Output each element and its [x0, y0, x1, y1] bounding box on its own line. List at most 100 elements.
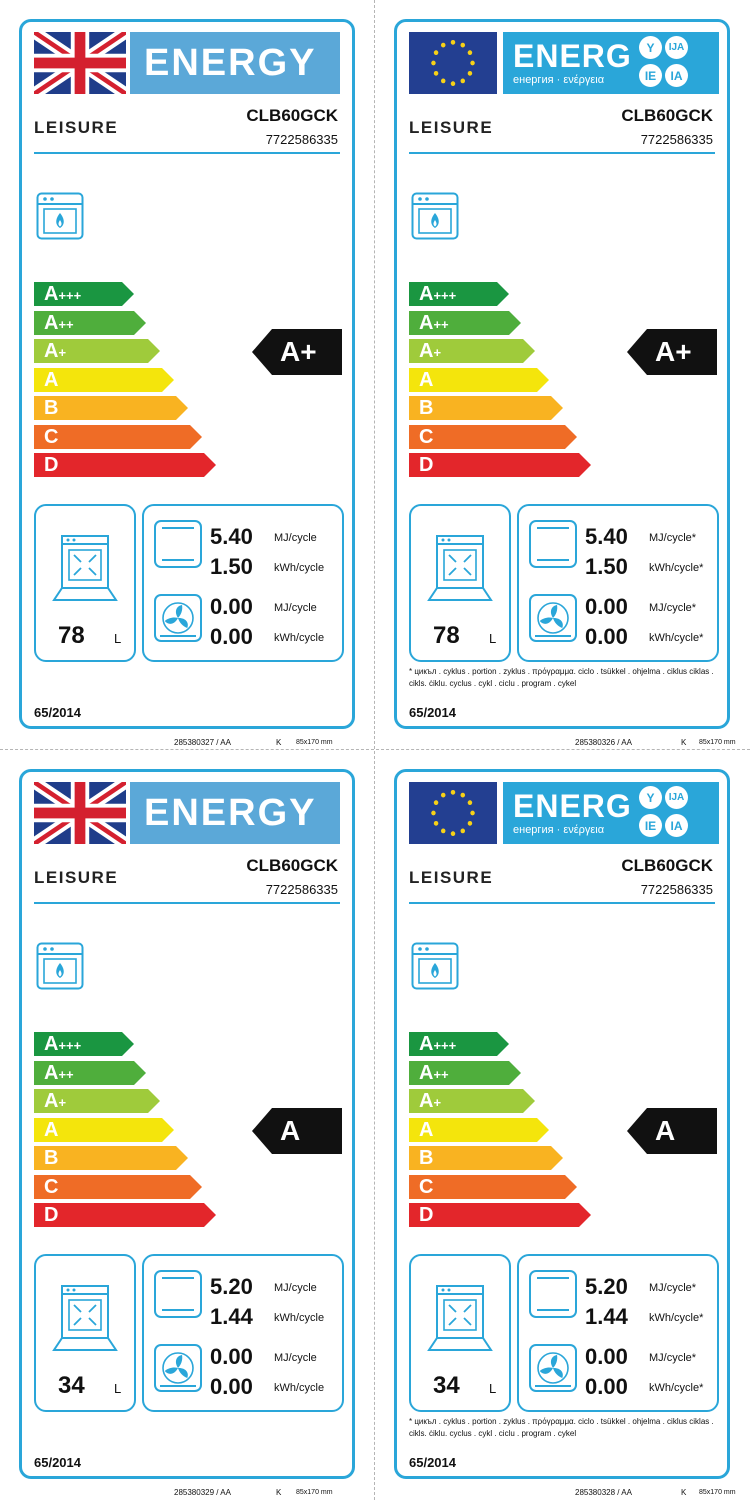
energy-unit: kWh/cycle	[274, 1382, 325, 1394]
model-number: CLB60GCK	[621, 856, 713, 875]
cavity-volume-box: 34 L	[409, 1254, 511, 1412]
product-code: 7722586335	[640, 132, 713, 147]
model-number: CLB60GCK	[621, 106, 713, 125]
energy-class-bar: A	[409, 367, 549, 392]
energy-title: ENERGY	[144, 41, 317, 84]
energy-class-bar: A+++	[34, 1032, 134, 1056]
energy-class-plus: +++	[433, 1038, 457, 1053]
energy-unit: MJ/cycle	[274, 1352, 317, 1364]
eu-flag-icon	[409, 32, 497, 94]
print-k: K	[681, 1488, 687, 1497]
energy-class-bar: A+	[34, 1089, 160, 1113]
language-badge: IJA	[665, 786, 688, 809]
regulation-number: 65/2014	[409, 1455, 456, 1470]
energy-value: 0.00	[210, 624, 253, 649]
energy-label-panel: ENERGY LEISURE CLB60GCK 7722586335 A+++ A++ A+…	[0, 750, 375, 1500]
energy-label: ENERGY LEISURE CLB60GCK 7722586335 A+++ A++ A+…	[19, 769, 355, 1479]
cavity-volume-box: 78 L	[409, 504, 511, 662]
energy-class-plus: +	[58, 345, 67, 360]
energy-value: 5.40	[210, 524, 253, 549]
brand-name: LEISURE	[409, 118, 494, 137]
regulation-number: 65/2014	[409, 705, 456, 720]
energy-class-bar: C	[409, 1174, 577, 1199]
print-code: 285380329 / AA	[174, 1488, 231, 1497]
energy-class-bar: A+	[409, 1089, 535, 1113]
energy-class-bar: A+	[34, 339, 160, 363]
energy-unit: MJ/cycle	[274, 602, 317, 614]
energy-class-letter: A	[419, 311, 434, 334]
print-size: 85x170 mm	[296, 739, 333, 746]
oven-cavity-icon	[427, 1285, 493, 1351]
energy-class-letter: A	[44, 340, 59, 362]
cycle-footnote: * цикъл . cyklus . portion . zyklus . πρ…	[409, 1417, 714, 1438]
eu-flag-icon	[409, 782, 497, 844]
energy-title: ENERGY	[144, 791, 317, 834]
energy-class-bar: D	[409, 1203, 591, 1227]
energy-class-letter: A	[419, 283, 434, 305]
energy-class-bar: A++	[34, 1060, 146, 1085]
cut-line-horizontal	[0, 749, 750, 750]
energy-class-plus: +++	[433, 288, 457, 303]
energy-unit: MJ/cycle*	[649, 1282, 697, 1294]
energy-label: ENERG енергия · ενέργεια Y IJA IE IA LEISURE CL…	[394, 19, 730, 729]
language-badge: Y	[639, 786, 662, 809]
print-size: 85x170 mm	[296, 1489, 333, 1496]
energy-class-letter: A	[419, 1090, 434, 1112]
energy-value: 5.20	[210, 1274, 253, 1299]
energy-class-letter: A	[419, 1118, 434, 1141]
cut-line-vertical	[374, 0, 375, 1500]
energy-class-plus: ++	[433, 316, 449, 332]
energy-consumption-box: 5.20 MJ/cycle* 1.44 kWh/cycle* 0.00 MJ/cycle*…	[517, 1254, 719, 1412]
energy-unit: MJ/cycle*	[649, 532, 697, 544]
energy-rating: A+	[655, 336, 692, 367]
language-badge: IE	[639, 64, 662, 87]
energy-class-letter: B	[419, 1147, 434, 1169]
energy-class-plus: +++	[58, 1038, 82, 1053]
energy-subtitle: енергия · ενέργεια	[513, 74, 605, 86]
brand-name: LEISURE	[409, 868, 494, 887]
conventional-heating-icon	[154, 1270, 202, 1318]
cycle-footnote: * цикъл . cyklus . portion . zyklus . πρ…	[409, 667, 714, 688]
energy-class-bar: A	[409, 1117, 549, 1142]
cavity-volume: 78	[58, 622, 85, 649]
product-code: 7722586335	[265, 882, 338, 897]
model-number: CLB60GCK	[246, 856, 338, 875]
energy-label: ENERG енергия · ενέργεια Y IJA IE IA LEISURE CL…	[394, 769, 730, 1479]
energy-value: 0.00	[585, 624, 628, 649]
energy-class-bar: B	[34, 1146, 188, 1170]
energy-banner: ENERG енергия · ενέργεια Y IJA IE IA	[503, 782, 719, 844]
cavity-volume: 34	[433, 1372, 460, 1399]
energy-banner: ENERGY	[130, 782, 340, 844]
energy-class-plus: +	[433, 1095, 442, 1110]
energy-unit: kWh/cycle	[274, 562, 325, 574]
rating-indicator: A+	[627, 329, 717, 375]
energy-value: 1.44	[585, 1304, 628, 1329]
regulation-number: 65/2014	[34, 1455, 81, 1470]
energy-subtitle: енергия · ενέργεια	[513, 824, 605, 836]
energy-class-bar: B	[409, 396, 563, 420]
oven-cavity-icon	[52, 1285, 118, 1351]
language-badge: Y	[639, 36, 662, 59]
gas-oven-icon	[36, 192, 84, 240]
energy-value: 0.00	[585, 1374, 628, 1399]
energy-class-bar: A+++	[34, 282, 134, 306]
energy-unit: kWh/cycle	[274, 1312, 325, 1324]
energy-class-letter: D	[44, 454, 59, 476]
energy-value: 5.20	[585, 1274, 628, 1299]
volume-unit: L	[114, 1381, 122, 1396]
energy-rating: A+	[280, 336, 317, 367]
energy-consumption-box: 5.40 MJ/cycle 1.50 kWh/cycle 0.00 MJ/cycle 0.0…	[142, 504, 344, 662]
energy-value: 0.00	[210, 594, 253, 619]
energy-label-panel: ENERGY LEISURE CLB60GCK 7722586335 A+++ A++ A+…	[0, 0, 375, 750]
energy-class-bar: A+++	[409, 282, 509, 306]
brand-name: LEISURE	[34, 118, 119, 137]
language-badge: IJA	[665, 36, 688, 59]
energy-class-bar: D	[34, 1203, 216, 1227]
separator-line	[34, 152, 340, 154]
energy-class-bar: C	[34, 1174, 202, 1199]
energy-value: 1.50	[210, 554, 253, 579]
energy-class-bar: A++	[409, 310, 521, 335]
energy-unit: kWh/cycle*	[649, 1312, 704, 1324]
energy-class-letter: D	[44, 1204, 59, 1226]
energy-unit: kWh/cycle*	[649, 1382, 704, 1394]
